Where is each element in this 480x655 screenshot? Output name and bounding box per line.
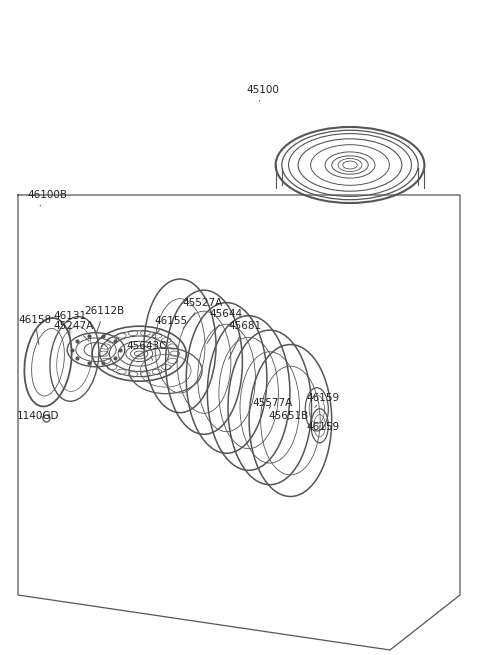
Text: 46131: 46131 [54,310,87,338]
Text: 45644: 45644 [207,309,242,343]
Text: 46159: 46159 [306,392,339,407]
Text: 45643C: 45643C [127,341,167,360]
Text: 46159: 46159 [306,422,339,432]
Text: 45681: 45681 [228,321,261,359]
Text: 26112B: 26112B [84,306,124,334]
Text: 45651B: 45651B [269,411,309,421]
Text: 45247A: 45247A [54,321,94,341]
Text: 46155: 46155 [145,316,188,342]
Text: 45100: 45100 [247,85,279,102]
Text: 46158: 46158 [18,314,51,345]
Text: 45527A: 45527A [182,297,223,329]
Text: 45577A: 45577A [252,398,292,409]
Text: 46100B: 46100B [28,190,68,206]
Text: 1140GD: 1140GD [17,411,60,421]
